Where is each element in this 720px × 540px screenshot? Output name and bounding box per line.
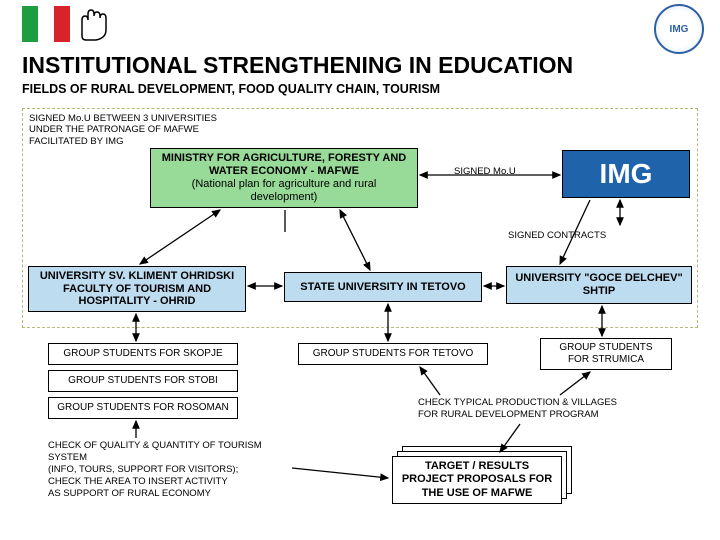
target-line: THE USE OF MAFWE bbox=[422, 487, 533, 500]
note-check-left-line: CHECK THE AREA TO INSERT ACTIVITY bbox=[48, 476, 288, 488]
target-line: TARGET / RESULTS bbox=[425, 460, 529, 473]
grp-strumica-line: FOR STRUMICA bbox=[568, 354, 644, 366]
grp-strumica-box: GROUP STUDENTS FOR STRUMICA bbox=[540, 338, 672, 370]
uni-goce-box: UNIVERSITY "GOCE DELCHEV" SHTIP bbox=[506, 266, 692, 304]
signed-contracts-label: SIGNED CONTRACTS bbox=[508, 230, 606, 241]
uni-ohrid-box: UNIVERSITY SV. KLIMENT OHRIDSKI FACULTY … bbox=[28, 266, 246, 312]
img-blue-text: IMG bbox=[600, 157, 653, 190]
uni-ohrid-line: FACULTY OF TOURISM AND bbox=[63, 283, 211, 296]
note-check-left-line: (INFO, TOURS, SUPPORT FOR VISITORS); bbox=[48, 464, 288, 476]
note-check-left-line: AS SUPPORT OF RURAL ECONOMY bbox=[48, 488, 288, 500]
uni-goce-line: UNIVERSITY "GOCE DELCHEV" bbox=[515, 272, 682, 285]
note-check-right-line: FOR RURAL DEVELOPMENT PROGRAM bbox=[418, 409, 678, 421]
note-check-left-line: CHECK OF QUALITY & QUANTITY OF TOURISM S… bbox=[48, 440, 288, 464]
grp-tetovo-box: GROUP STUDENTS FOR TETOVO bbox=[298, 343, 488, 365]
grp-skopje-box: GROUP STUDENTS FOR SKOPJE bbox=[48, 343, 238, 365]
grp-rosoman-text: GROUP STUDENTS FOR ROSOMAN bbox=[57, 402, 229, 414]
note-signed-line: SIGNED Mo.U BETWEEN 3 UNIVERSITIES bbox=[29, 113, 239, 124]
note-check-right-line: CHECK TYPICAL PRODUCTION & VILLAGES bbox=[418, 397, 678, 409]
page-title: INSTITUTIONAL STRENGTHENING IN EDUCATION bbox=[22, 52, 698, 79]
uni-tetovo-text: STATE UNIVERSITY IN TETOVO bbox=[300, 281, 465, 294]
mafwe-line: (National plan for agriculture and rural bbox=[192, 178, 377, 191]
uni-ohrid-line: HOSPITALITY - OHRID bbox=[79, 295, 196, 308]
note-signed-line: FACILITATED BY IMG bbox=[29, 136, 239, 147]
img-logo-text: IMG bbox=[670, 24, 689, 35]
hand-icon bbox=[76, 6, 110, 47]
grp-rosoman-box: GROUP STUDENTS FOR ROSOMAN bbox=[48, 397, 238, 419]
page-subtitle: FIELDS OF RURAL DEVELOPMENT, FOOD QUALIT… bbox=[22, 82, 698, 96]
img-circle-logo: IMG bbox=[654, 4, 704, 54]
mafwe-line: WATER ECONOMY - MAFWE bbox=[209, 165, 359, 178]
mafwe-line: MINISTRY FOR AGRICULTURE, FORESTY AND bbox=[162, 152, 406, 165]
note-signed-left: SIGNED Mo.U BETWEEN 3 UNIVERSITIES UNDER… bbox=[29, 113, 239, 147]
grp-stobi-text: GROUP STUDENTS FOR STOBI bbox=[68, 375, 218, 387]
uni-tetovo-box: STATE UNIVERSITY IN TETOVO bbox=[284, 272, 482, 302]
flag-logo bbox=[22, 6, 70, 42]
flag-bar-red bbox=[54, 6, 70, 42]
img-blue-box: IMG bbox=[562, 150, 690, 198]
note-check-left: CHECK OF QUALITY & QUANTITY OF TOURISM S… bbox=[48, 440, 288, 499]
target-results-stack: TARGET / RESULTS PROJECT PROPOSALS FOR T… bbox=[392, 446, 582, 504]
mafwe-box: MINISTRY FOR AGRICULTURE, FORESTY AND WA… bbox=[150, 148, 418, 208]
mafwe-line: development) bbox=[251, 191, 318, 204]
grp-stobi-box: GROUP STUDENTS FOR STOBI bbox=[48, 370, 238, 392]
note-check-right: CHECK TYPICAL PRODUCTION & VILLAGES FOR … bbox=[418, 397, 678, 421]
flag-bar-white bbox=[38, 6, 54, 42]
uni-goce-line: SHTIP bbox=[583, 285, 615, 298]
signed-mou-label: SIGNED Mo.U bbox=[454, 166, 516, 177]
note-signed-line: UNDER THE PATRONAGE OF MAFWE bbox=[29, 124, 239, 135]
uni-ohrid-line: UNIVERSITY SV. KLIMENT OHRIDSKI bbox=[40, 270, 234, 283]
grp-tetovo-text: GROUP STUDENTS FOR TETOVO bbox=[313, 348, 474, 360]
grp-strumica-line: GROUP STUDENTS bbox=[559, 342, 652, 354]
grp-skopje-text: GROUP STUDENTS FOR SKOPJE bbox=[63, 348, 222, 360]
flag-bar-green bbox=[22, 6, 38, 42]
target-line: PROJECT PROPOSALS FOR bbox=[402, 473, 552, 486]
